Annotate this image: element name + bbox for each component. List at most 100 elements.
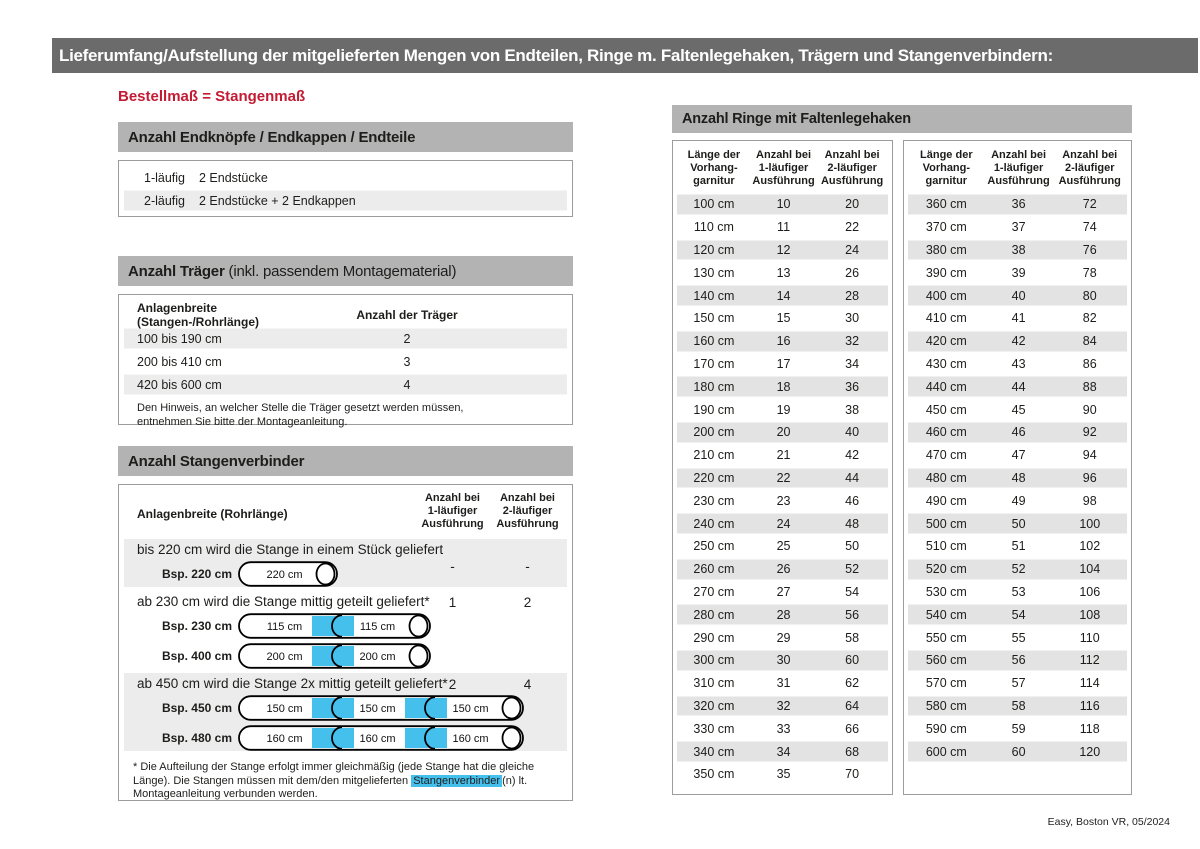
ring-col-1laeufig-header: Anzahl bei 1-läufiger Ausführung <box>751 149 816 193</box>
ring-count-2laeufig-cell: 82 <box>1082 311 1097 326</box>
ring-count-2laeufig-cell: 20 <box>845 197 860 212</box>
ring-length-cell: 400 cm <box>925 288 967 303</box>
ring-col-length-line2: Vorhang- <box>922 162 971 174</box>
ring-count-1laeufig-cell: 55 <box>1011 630 1026 645</box>
verbinder-col3-line2: 2-läufiger <box>502 505 553 517</box>
ring-table-row: 420 cm 42 84 <box>908 329 1127 353</box>
ring-length-cell: 100 cm <box>693 197 735 212</box>
traeger-note: Den Hinweis, an welcher Stelle die Träge… <box>137 402 464 428</box>
ring-table-row: 210 cm 21 42 <box>677 444 888 467</box>
ring-table-row: 540 cm 54 108 <box>908 603 1127 627</box>
ring-count-2laeufig-cell: 62 <box>845 676 860 691</box>
rod-diagrams: Bsp. 220 cm 220 cm <box>124 559 567 589</box>
ring-length-cell: 260 cm <box>693 562 735 577</box>
order-measure-note: Bestellmaß = Stangenmaß <box>118 88 306 105</box>
ring-count-1laeufig-cell: 35 <box>776 767 791 782</box>
ring-length-cell: 460 cm <box>925 425 967 440</box>
ring-length-cell: 440 cm <box>925 379 967 394</box>
ring-count-1laeufig-cell: 57 <box>1011 676 1026 691</box>
ring-table-row: 460 cm 46 92 <box>908 420 1127 444</box>
verbinder-block-ab-450: ab 450 cm wird die Stange 2x mittig gete… <box>124 671 567 753</box>
document-footer: Easy, Boston VR, 05/2024 <box>1047 816 1170 828</box>
ring-table-row: 100 cm 10 20 <box>677 193 888 216</box>
ring-table-row: 550 cm 55 110 <box>908 626 1127 649</box>
ring-length-cell: 510 cm <box>925 539 967 554</box>
rod-example-label: Bsp. 220 cm <box>161 567 232 581</box>
svg-text:200 cm: 200 cm <box>359 651 395 663</box>
verbinder-block-bis-220: bis 220 cm wird die Stange in einem Stüc… <box>124 537 567 589</box>
ring-length-cell: 520 cm <box>925 562 967 577</box>
ring-table-row: 110 cm 11 22 <box>677 216 888 239</box>
section-header-verbinder: Anzahl Stangenverbinder <box>118 446 573 476</box>
section-header-endteile: Anzahl Endknöpfe / Endkappen / Endteile <box>118 122 573 152</box>
ring-count-2laeufig-cell: 28 <box>845 288 860 303</box>
ring-col-2laeufig-line1: Anzahl bei <box>1062 149 1118 161</box>
ring-col-2laeufig-header: Anzahl bei 2-läufiger Ausführung <box>1053 149 1127 193</box>
ring-count-1laeufig-cell: 41 <box>1011 311 1026 326</box>
section-header-endteile-label: Anzahl Endknöpfe / Endkappen / Endteile <box>128 128 416 146</box>
rod-diagram: 150 cm 150 cm 150 cm <box>238 695 524 721</box>
ring-count-2laeufig-cell: 52 <box>845 562 860 577</box>
ring-length-cell: 290 cm <box>693 630 735 645</box>
svg-text:160 cm: 160 cm <box>359 733 395 745</box>
verbinder-block-count-1laeufig: - <box>450 559 455 574</box>
rod-diagram: 200 cm 200 cm <box>238 643 431 669</box>
ring-count-1laeufig-cell: 59 <box>1011 721 1026 736</box>
rod-diagram: 115 cm 115 cm <box>238 613 431 639</box>
ring-count-2laeufig-cell: 86 <box>1082 356 1097 371</box>
ring-length-cell: 430 cm <box>925 356 967 371</box>
ring-length-cell: 590 cm <box>925 721 967 736</box>
ring-length-cell: 470 cm <box>925 448 967 463</box>
ring-table-row: 440 cm 44 88 <box>908 375 1127 399</box>
endteile-table: 1-läufig 2 Endstücke 2-läufig 2 Endstück… <box>118 160 573 217</box>
ring-count-2laeufig-cell: 58 <box>845 630 860 645</box>
ring-col-1laeufig-line2: 1-läufiger <box>993 162 1044 174</box>
ring-count-1laeufig-cell: 42 <box>1011 334 1026 349</box>
ring-length-cell: 140 cm <box>693 288 735 303</box>
ring-count-2laeufig-cell: 112 <box>1079 653 1100 668</box>
ring-length-cell: 310 cm <box>693 676 735 691</box>
ring-col-1laeufig-line3: Ausführung <box>752 175 815 187</box>
ring-count-2laeufig-cell: 48 <box>845 516 860 531</box>
ring-count-2laeufig-cell: 36 <box>845 379 860 394</box>
verbinder-col3-header: Anzahl bei 2-läufiger Ausführung <box>490 492 565 531</box>
ring-length-cell: 160 cm <box>693 334 735 349</box>
verbinder-block-text: ab 450 cm wird die Stange 2x mittig gete… <box>137 676 448 691</box>
verbinder-block-count-1laeufig: 2 <box>448 677 457 692</box>
rod-diagram-row: Bsp. 400 cm 200 cm 200 cm <box>124 641 567 671</box>
ring-count-2laeufig-cell: 80 <box>1082 288 1097 303</box>
ring-count-2laeufig-cell: 98 <box>1082 493 1097 508</box>
endteile-row: 2-läufig 2 Endstücke + 2 Endkappen <box>124 189 567 212</box>
rod-diagram-row: Bsp. 230 cm 115 cm 115 cm <box>124 611 567 641</box>
ring-length-cell: 600 cm <box>925 744 967 759</box>
ring-table-row: 530 cm 53 106 <box>908 581 1127 604</box>
ring-count-2laeufig-cell: 56 <box>845 607 860 622</box>
ring-col-length-header: Länge der Vorhang- garnitur <box>677 149 751 193</box>
svg-text:160 cm: 160 cm <box>266 733 302 745</box>
ring-col-2laeufig-line3: Ausführung <box>820 175 884 187</box>
traeger-row: 420 bis 600 cm 4 <box>124 373 567 396</box>
ring-count-2laeufig-cell: 30 <box>845 311 860 326</box>
ring-count-1laeufig-cell: 26 <box>776 562 791 577</box>
ring-col-length-line3: garnitur <box>925 175 968 187</box>
ring-count-1laeufig-cell: 29 <box>776 630 791 645</box>
endteile-row-value: 2 Endstücke <box>199 170 268 185</box>
ring-count-1laeufig-cell: 34 <box>776 744 791 759</box>
ring-table-row: 400 cm 40 80 <box>908 284 1127 307</box>
ring-count-1laeufig-cell: 49 <box>1011 493 1026 508</box>
endteile-row-value: 2 Endstücke + 2 Endkappen <box>199 193 356 208</box>
ring-count-1laeufig-cell: 19 <box>776 402 791 417</box>
ring-table-row: 200 cm 20 40 <box>677 420 888 444</box>
ring-col-length-line3: garnitur <box>693 175 735 187</box>
rod-diagram-row: Bsp. 480 cm 160 cm 160 cm 160 cm <box>124 723 567 753</box>
ring-length-cell: 570 cm <box>925 676 967 691</box>
ring-table-row: 280 cm 28 56 <box>677 603 888 627</box>
traeger-table-rows: 100 bis 190 cm 2 200 bis 410 cm 3 420 bi… <box>124 327 567 396</box>
traeger-row-count: 3 <box>403 354 411 369</box>
ring-table-row: 370 cm 37 74 <box>908 216 1127 239</box>
ring-count-1laeufig-cell: 43 <box>1011 356 1026 371</box>
ring-table-row: 430 cm 43 86 <box>908 353 1127 376</box>
ring-table-row: 500 cm 50 100 <box>908 512 1127 535</box>
footnote-highlight: Stangenverbinder <box>411 774 503 787</box>
ring-count-2laeufig-cell: 116 <box>1079 698 1100 713</box>
